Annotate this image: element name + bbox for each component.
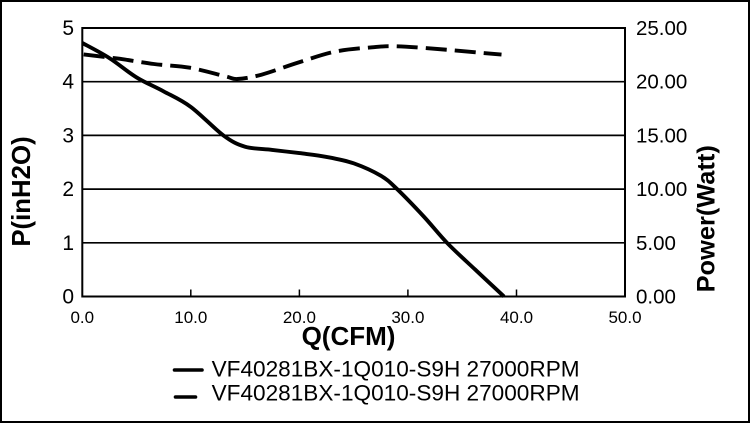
svg-text:Power(Watt): Power(Watt) xyxy=(693,145,721,292)
svg-text:3: 3 xyxy=(62,124,74,147)
svg-text:20.0: 20.0 xyxy=(283,308,316,327)
svg-text:10.00: 10.00 xyxy=(636,178,687,201)
svg-text:0.00: 0.00 xyxy=(636,286,676,309)
svg-text:20.00: 20.00 xyxy=(636,71,687,94)
svg-text:1: 1 xyxy=(62,232,74,255)
svg-text:2: 2 xyxy=(62,178,74,201)
svg-text:15.00: 15.00 xyxy=(636,124,687,147)
svg-text:40.0: 40.0 xyxy=(500,308,533,327)
svg-text:25.00: 25.00 xyxy=(636,17,687,40)
svg-text:P(inH2O): P(inH2O) xyxy=(8,136,36,246)
svg-text:Q(CFM): Q(CFM) xyxy=(302,321,396,351)
svg-text:0: 0 xyxy=(62,286,74,309)
svg-text:5: 5 xyxy=(62,17,74,40)
svg-text:5.00: 5.00 xyxy=(636,232,676,255)
svg-text:50.0: 50.0 xyxy=(608,308,641,327)
svg-text:VF40281BX-1Q010-S9H 27000RPM: VF40281BX-1Q010-S9H 27000RPM xyxy=(212,356,580,381)
svg-text:4: 4 xyxy=(62,71,74,94)
svg-text:30.0: 30.0 xyxy=(391,308,424,327)
svg-text:10.0: 10.0 xyxy=(174,308,207,327)
svg-text:VF40281BX-1Q010-S9H 27000RPM: VF40281BX-1Q010-S9H 27000RPM xyxy=(212,381,580,406)
svg-text:0.0: 0.0 xyxy=(70,308,94,327)
